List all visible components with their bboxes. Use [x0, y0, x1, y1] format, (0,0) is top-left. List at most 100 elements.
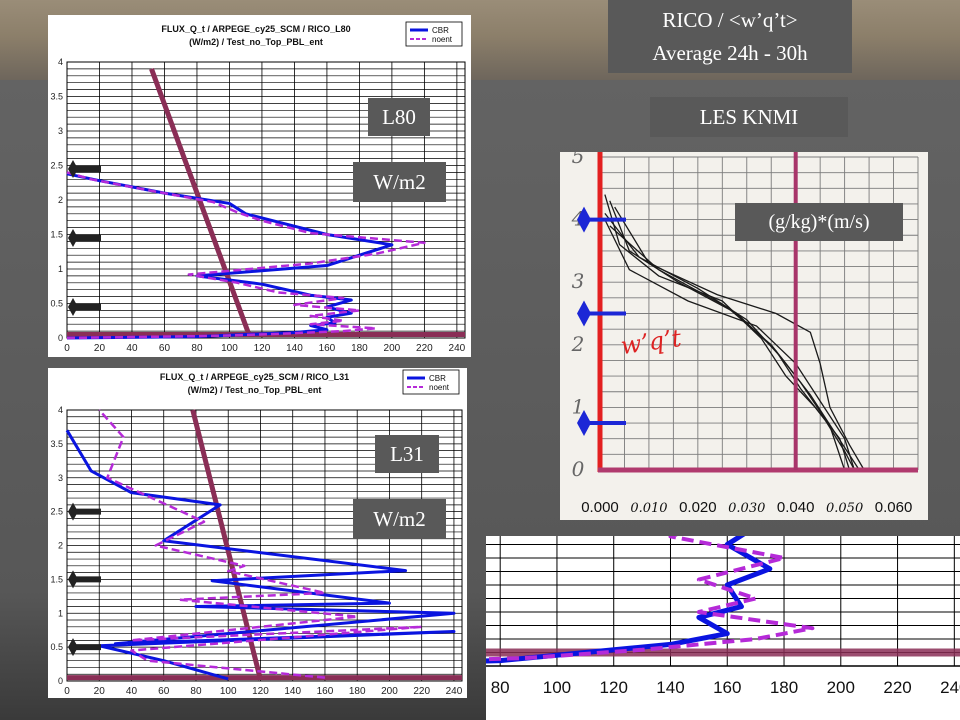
legend-label-noent: noent [432, 35, 453, 44]
reference-line [149, 68, 252, 336]
y-tick-label: 2 [58, 541, 63, 551]
x-tick-label: 80 [191, 343, 203, 354]
zoom-x-tick-label: 120 [600, 678, 628, 697]
zoom-x-tick-label: 200 [827, 678, 855, 697]
les-y-tick-label: 1 [572, 394, 585, 418]
series-noent-line [98, 409, 423, 679]
legend-box [405, 21, 463, 47]
x-tick-label: 180 [351, 343, 368, 354]
les-x-tick-label: 0.000 [581, 499, 619, 516]
x-tick-label: 200 [384, 343, 401, 354]
x-tick-label: 160 [317, 686, 334, 697]
series-cbr-line [65, 429, 456, 681]
les-x-tick-label: 0.030 [728, 501, 765, 516]
y-tick-label: 3 [58, 126, 63, 136]
x-tick-label: 240 [449, 343, 466, 354]
title-line-1: RICO / <w’q’t> [662, 8, 798, 32]
y-tick-label: 4 [58, 405, 63, 415]
x-tick-label: 40 [126, 343, 138, 354]
zoom-series-cbr-line [486, 536, 773, 664]
y-tick-label: 0.5 [50, 642, 63, 652]
zoom-x-tick-label: 140 [656, 678, 684, 697]
chart-l80-svg: FLUX_Q_t / ARPEGE_cy25_SCM / RICO_L80 (W/… [50, 21, 466, 354]
zoom-x-tick-label: 220 [883, 678, 911, 697]
series-cbr-line [66, 172, 394, 340]
level-arrow-2-head [68, 297, 78, 316]
y-tick-label: 0 [58, 333, 63, 343]
x-tick-label: 0 [64, 343, 70, 354]
legend-label-cbr: CBR [432, 26, 449, 35]
x-tick-label: 60 [159, 343, 171, 354]
y-tick-label: 1 [58, 608, 63, 618]
title-line-2: Average 24h - 30h [652, 41, 808, 65]
legend-label-noent: noent [429, 383, 450, 392]
les-x-tick-label: 0.050 [826, 501, 863, 516]
les-x-tick-label: 0.060 [875, 499, 913, 516]
x-tick-label: 100 [221, 343, 238, 354]
zoom-x-tick-label: 180 [770, 678, 798, 697]
level-arrow-1-head [68, 228, 78, 247]
x-tick-label: 160 [319, 343, 336, 354]
x-tick-label: 180 [349, 686, 366, 697]
zoom-surface-band [486, 648, 960, 657]
les-level-arrow-0-head [577, 206, 591, 233]
title-box: RICO / <w’q’t> Average 24h - 30h [608, 0, 852, 73]
y-tick-label: 2.5 [50, 161, 63, 171]
chart-panel-l31: FLUX_Q_t / ARPEGE_cy25_SCM / RICO_L31 (W/… [48, 368, 467, 698]
x-tick-label: 140 [286, 343, 303, 354]
label-units-top: W/m2 [353, 162, 446, 202]
x-tick-label: 80 [190, 686, 202, 697]
chart-les-svg: w’q’t0.000 0.010 0.020 0.030 0.040 0.050 0.060… [571, 152, 919, 516]
les-y-tick-label: 2 [571, 332, 585, 356]
level-arrow-2-head [68, 638, 78, 657]
y-tick-label: 1.5 [50, 574, 63, 584]
chart-panel-zoom: 80 100 120 140 160 180 200 220 240 [486, 536, 960, 720]
les-profile-line-4 [604, 219, 856, 471]
plot-frame [66, 61, 466, 339]
les-y-tick-label: 0 [572, 457, 585, 481]
les-x-tick-label: 0.020 [679, 499, 717, 516]
y-tick-label: 0 [58, 676, 63, 686]
les-level-arrow-1-head [577, 300, 591, 327]
x-tick-label: 240 [446, 686, 463, 697]
x-tick-label: 220 [413, 686, 430, 697]
zoom-x-tick-label: 160 [713, 678, 741, 697]
legend-box [402, 369, 460, 395]
chart-title: FLUX_Q_t / ARPEGE_cy25_SCM / RICO_L80 [161, 24, 350, 34]
label-units-bottom: W/m2 [353, 499, 446, 539]
label-l80: L80 [368, 98, 430, 136]
plot-frame [66, 409, 463, 682]
les-profile-line-3 [614, 206, 865, 471]
x-tick-label: 200 [381, 686, 398, 697]
les-knmi-label: LES KNMI [650, 97, 848, 137]
x-tick-label: 100 [220, 686, 237, 697]
legend-label-cbr: CBR [429, 374, 446, 383]
chart-subtitle: (W/m2) / Test_no_Top_PBL_ent [188, 385, 322, 395]
x-tick-label: 40 [126, 686, 138, 697]
chart-subtitle: (W/m2) / Test_no_Top_PBL_ent [189, 37, 323, 47]
x-tick-label: 20 [94, 343, 106, 354]
x-tick-label: 0 [64, 686, 70, 697]
les-x-tick-label: 0.010 [630, 501, 667, 516]
chart-title: FLUX_Q_t / ARPEGE_cy25_SCM / RICO_L31 [160, 372, 349, 382]
y-tick-label: 3 [58, 473, 63, 483]
x-tick-label: 120 [254, 343, 271, 354]
label-les-units: (g/kg)*(m/s) [735, 203, 903, 241]
les-y-tick-label: 5 [572, 152, 585, 168]
x-tick-label: 60 [158, 686, 170, 697]
y-tick-label: 1 [58, 264, 63, 274]
series-noent-line [66, 171, 426, 340]
x-tick-label: 140 [284, 686, 301, 697]
y-tick-label: 3.5 [50, 92, 63, 102]
les-y-tick-label: 3 [572, 269, 585, 293]
x-tick-label: 220 [416, 343, 433, 354]
y-tick-label: 4 [58, 57, 63, 67]
level-arrow-0-head [68, 159, 78, 178]
les-level-arrow-2-head [577, 410, 591, 437]
zoom-x-tick-label: 100 [543, 678, 571, 697]
chart-zoom-svg: 80 100 120 140 160 180 200 220 240 [486, 536, 960, 697]
y-tick-label: 0.5 [50, 299, 63, 309]
y-tick-label: 1.5 [50, 230, 63, 240]
level-arrow-1-head [68, 570, 78, 589]
les-x-tick-label: 0.040 [777, 499, 815, 516]
